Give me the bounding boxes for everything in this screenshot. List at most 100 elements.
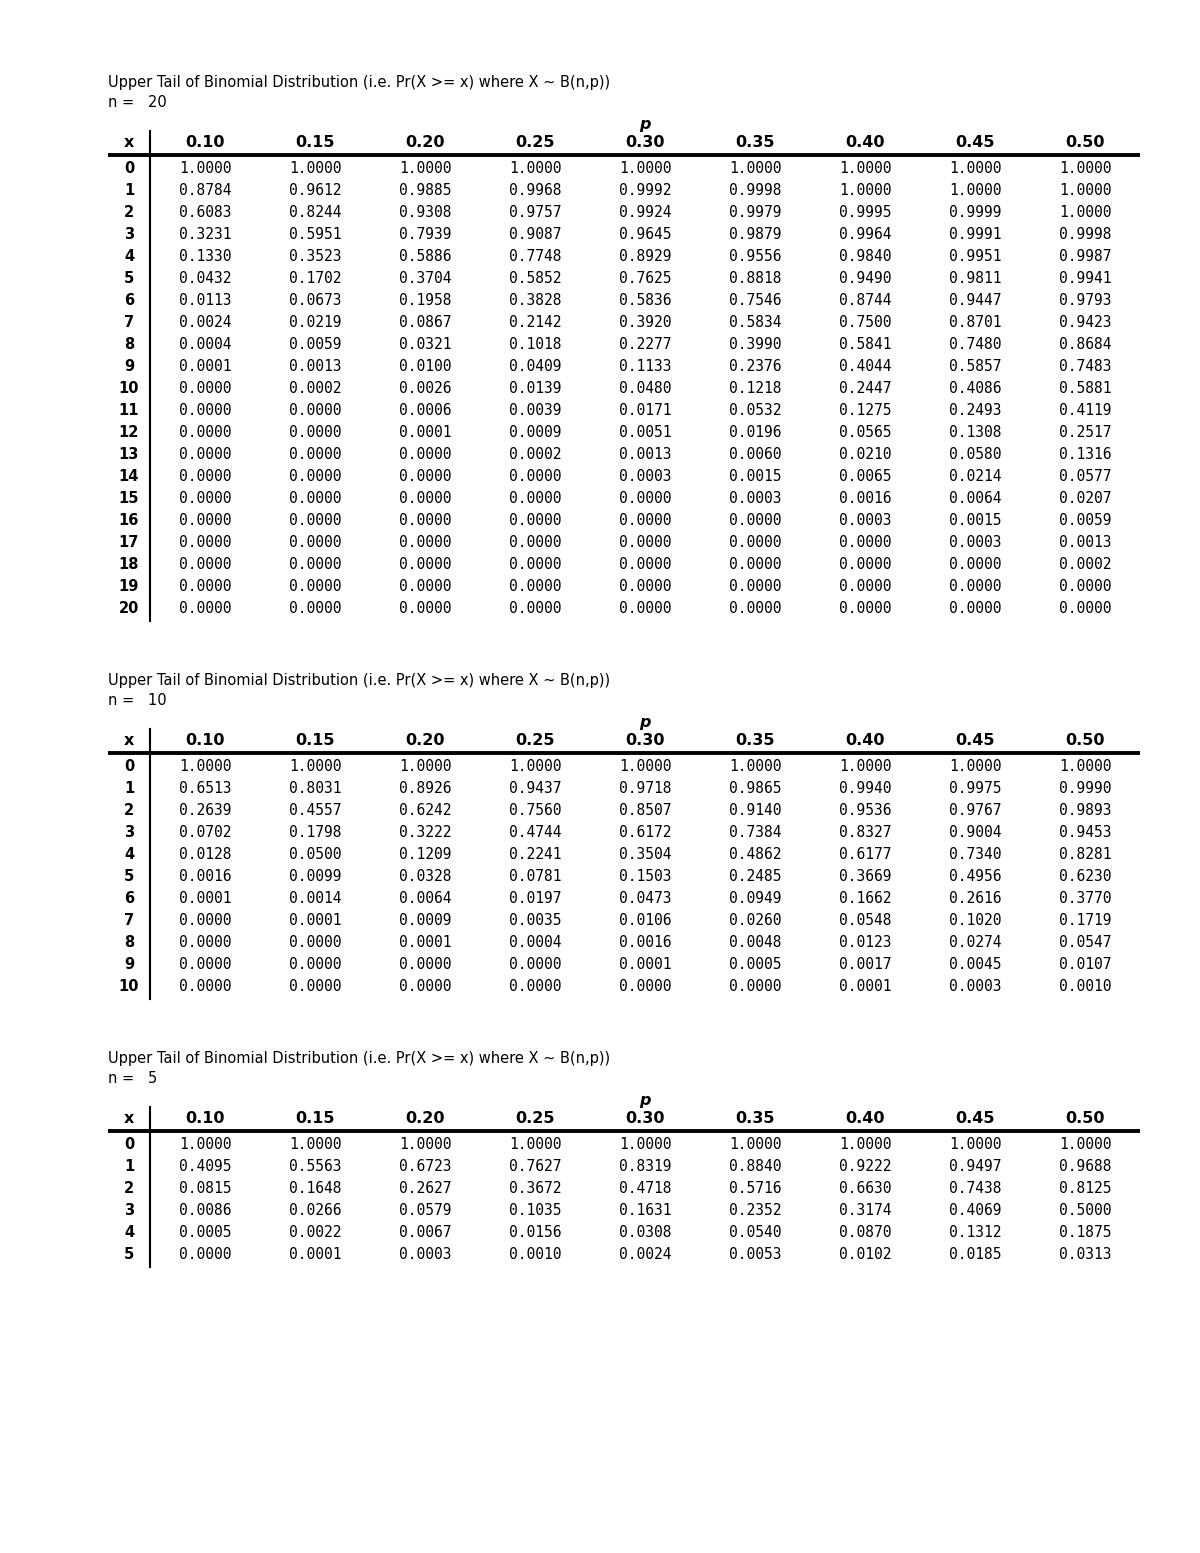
Text: 17: 17 — [119, 534, 139, 550]
Text: 0.0000: 0.0000 — [179, 469, 232, 485]
Text: 0.4119: 0.4119 — [1058, 402, 1111, 418]
Text: 0.7748: 0.7748 — [509, 248, 562, 264]
Text: 0.6242: 0.6242 — [398, 803, 451, 818]
Text: 0.25: 0.25 — [515, 1110, 554, 1126]
Text: 0.0005: 0.0005 — [728, 957, 781, 972]
Text: 0.5857: 0.5857 — [949, 359, 1001, 374]
Text: 0.0003: 0.0003 — [398, 1247, 451, 1263]
Text: 0.0000: 0.0000 — [839, 579, 892, 593]
Text: 0.30: 0.30 — [625, 1110, 665, 1126]
Text: 0.9879: 0.9879 — [728, 227, 781, 242]
Text: 0.0185: 0.0185 — [949, 1247, 1001, 1263]
Text: 0.0100: 0.0100 — [398, 359, 451, 374]
Text: 0.0577: 0.0577 — [1058, 469, 1111, 485]
Text: 3: 3 — [124, 227, 134, 242]
Text: 0.1035: 0.1035 — [509, 1204, 562, 1218]
Text: 1.0000: 1.0000 — [509, 162, 562, 175]
Text: 1.0000: 1.0000 — [949, 183, 1001, 197]
Text: 0.30: 0.30 — [625, 135, 665, 151]
Text: 0.0048: 0.0048 — [728, 935, 781, 950]
Text: 0.4095: 0.4095 — [179, 1159, 232, 1174]
Text: 0.8926: 0.8926 — [398, 781, 451, 797]
Text: 1.0000: 1.0000 — [728, 1137, 781, 1152]
Text: 0.9995: 0.9995 — [839, 205, 892, 221]
Text: 3: 3 — [124, 825, 134, 840]
Text: 0.2493: 0.2493 — [949, 402, 1001, 418]
Text: 0.0003: 0.0003 — [949, 534, 1001, 550]
Text: 0.0010: 0.0010 — [509, 1247, 562, 1263]
Text: 0.0000: 0.0000 — [728, 579, 781, 593]
Text: 0.0000: 0.0000 — [619, 491, 671, 506]
Text: 0.0000: 0.0000 — [839, 534, 892, 550]
Text: 0.40: 0.40 — [845, 135, 884, 151]
Text: 1: 1 — [124, 781, 134, 797]
Text: 0.0013: 0.0013 — [619, 447, 671, 461]
Text: 2: 2 — [124, 1180, 134, 1196]
Text: 0.0060: 0.0060 — [728, 447, 781, 461]
Text: 5: 5 — [124, 870, 134, 884]
Text: 0.7627: 0.7627 — [509, 1159, 562, 1174]
Text: 0.0210: 0.0210 — [839, 447, 892, 461]
Text: 0.0197: 0.0197 — [509, 891, 562, 905]
Text: 0.1719: 0.1719 — [1058, 913, 1111, 929]
Text: 0.0673: 0.0673 — [289, 294, 341, 307]
Text: 0.0086: 0.0086 — [179, 1204, 232, 1218]
Text: 0.0002: 0.0002 — [1058, 558, 1111, 572]
Text: 0.0003: 0.0003 — [619, 469, 671, 485]
Text: 0.1020: 0.1020 — [949, 913, 1001, 929]
Text: 0.9793: 0.9793 — [1058, 294, 1111, 307]
Text: 0.0000: 0.0000 — [509, 601, 562, 617]
Text: 0.0003: 0.0003 — [949, 978, 1001, 994]
Text: 0.6177: 0.6177 — [839, 846, 892, 862]
Text: 0.9885: 0.9885 — [398, 183, 451, 197]
Text: 0.45: 0.45 — [955, 135, 995, 151]
Text: 0.8929: 0.8929 — [619, 248, 671, 264]
Text: 1.0000: 1.0000 — [1058, 183, 1111, 197]
Text: 1.0000: 1.0000 — [179, 1137, 232, 1152]
Text: 0.1702: 0.1702 — [289, 272, 341, 286]
Text: 0.8840: 0.8840 — [728, 1159, 781, 1174]
Text: 1.0000: 1.0000 — [398, 162, 451, 175]
Text: 0.0000: 0.0000 — [289, 469, 341, 485]
Text: 0.0102: 0.0102 — [839, 1247, 892, 1263]
Text: 0.5841: 0.5841 — [839, 337, 892, 353]
Text: 0.0039: 0.0039 — [509, 402, 562, 418]
Text: 0.0005: 0.0005 — [179, 1225, 232, 1239]
Text: 0.0473: 0.0473 — [619, 891, 671, 905]
Text: 6: 6 — [124, 294, 134, 307]
Text: 0.1209: 0.1209 — [398, 846, 451, 862]
Text: Upper Tail of Binomial Distribution (i.e. Pr(X >= x) where X ~ B(n,p)): Upper Tail of Binomial Distribution (i.e… — [108, 75, 610, 90]
Text: 0.0002: 0.0002 — [509, 447, 562, 461]
Text: 0.0000: 0.0000 — [289, 579, 341, 593]
Text: 0.15: 0.15 — [295, 733, 335, 749]
Text: 0.1958: 0.1958 — [398, 294, 451, 307]
Text: 0.7384: 0.7384 — [728, 825, 781, 840]
Text: 7: 7 — [124, 913, 134, 929]
Text: 0.1330: 0.1330 — [179, 248, 232, 264]
Text: 0.0000: 0.0000 — [509, 957, 562, 972]
Text: 0.3174: 0.3174 — [839, 1204, 892, 1218]
Text: 0.9757: 0.9757 — [509, 205, 562, 221]
Text: 0.0000: 0.0000 — [179, 426, 232, 439]
Text: 0.0000: 0.0000 — [179, 512, 232, 528]
Text: 4: 4 — [124, 248, 134, 264]
Text: 0.1875: 0.1875 — [1058, 1225, 1111, 1239]
Text: 0.2639: 0.2639 — [179, 803, 232, 818]
Text: 0.9612: 0.9612 — [289, 183, 341, 197]
Text: 0.0815: 0.0815 — [179, 1180, 232, 1196]
Text: 0.0000: 0.0000 — [179, 957, 232, 972]
Text: 0.50: 0.50 — [1066, 1110, 1105, 1126]
Text: 0.8744: 0.8744 — [839, 294, 892, 307]
Text: 0.0003: 0.0003 — [839, 512, 892, 528]
Text: 5: 5 — [124, 272, 134, 286]
Text: 0.9968: 0.9968 — [509, 183, 562, 197]
Text: 0.1798: 0.1798 — [289, 825, 341, 840]
Text: 0.0000: 0.0000 — [728, 534, 781, 550]
Text: 0.0059: 0.0059 — [289, 337, 341, 353]
Text: 0.0274: 0.0274 — [949, 935, 1001, 950]
Text: 0.0009: 0.0009 — [398, 913, 451, 929]
Text: 0.0065: 0.0065 — [839, 469, 892, 485]
Text: 0.0000: 0.0000 — [398, 601, 451, 617]
Text: 0.40: 0.40 — [845, 1110, 884, 1126]
Text: 0.0001: 0.0001 — [398, 426, 451, 439]
